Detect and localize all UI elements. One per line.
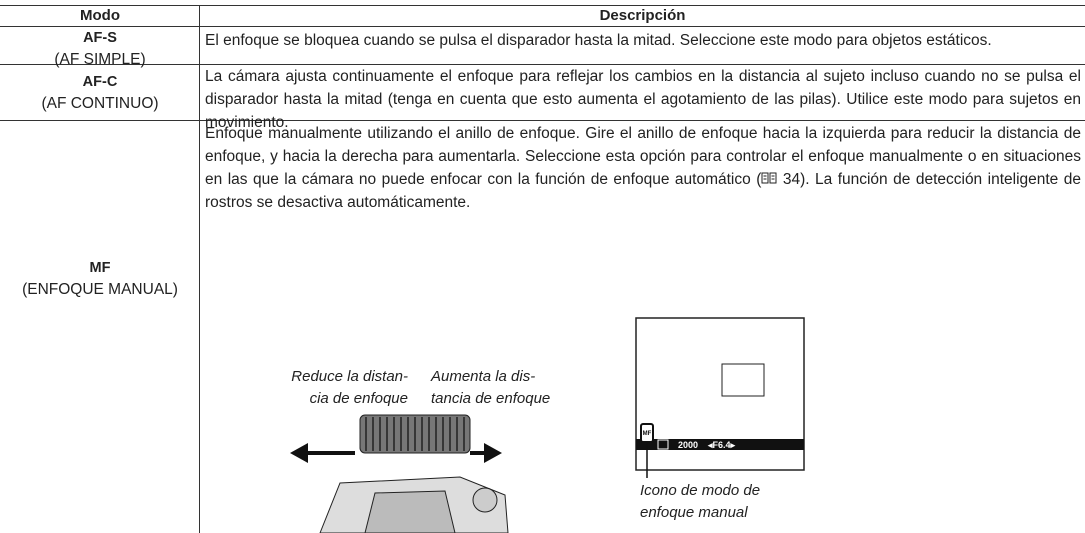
rule: [0, 120, 1085, 121]
page-reference: 34: [782, 171, 801, 188]
caption: Aumenta la dis-tancia de enfoque: [431, 366, 591, 410]
text: Enfoque manualmente utilizando el anillo…: [205, 125, 1081, 188]
caption-line: enfoque manual: [640, 504, 748, 521]
caption-line: tancia de enfoque: [431, 390, 551, 407]
camera-dial: [290, 414, 509, 533]
mode-code: MF: [89, 260, 111, 276]
shutter-speed: 2000: [678, 440, 698, 450]
text: ). La función de detección inteligente d…: [205, 171, 1081, 211]
book-icon: [761, 172, 777, 184]
header-description: Descripción: [599, 7, 686, 24]
mode-name: (ENFOQUE MANUAL): [22, 281, 178, 298]
caption-line: Icono de modo de: [640, 482, 761, 499]
lcd-illustration: 2000 ◂F6.4▸ MF: [635, 317, 805, 478]
caption: Icono de modo de enfoque manual: [640, 480, 760, 524]
mode-name: (AF SIMPLE): [54, 51, 146, 68]
description: La cámara ajusta continuamente el enfoqu…: [205, 68, 1081, 131]
description: Enfoque manualmente utilizando el anillo…: [205, 122, 1081, 214]
rule: [0, 5, 1085, 6]
caption: Reduce la distan-cia de enfoque: [258, 366, 408, 410]
header-mode: Modo: [80, 7, 120, 24]
mode-cell: MF (ENFOQUE MANUAL): [0, 257, 200, 301]
mf-icon: MF: [643, 431, 652, 437]
mode-name: (AF CONTINUO): [41, 95, 159, 112]
description: El enfoque se bloquea cuando se pulsa el…: [205, 32, 992, 49]
caption-line: cia de enfoque: [309, 390, 408, 407]
mode-code: AF-C: [82, 74, 118, 90]
rule: [0, 64, 1085, 65]
mode-cell: AF-S (AF SIMPLE): [0, 27, 200, 71]
caption-line: Reduce la distan-: [291, 368, 408, 385]
rule: [0, 26, 1085, 27]
mode-cell: AF-C (AF CONTINUO): [0, 71, 200, 115]
column-rule: [199, 5, 200, 533]
aperture: ◂F6.4▸: [707, 440, 736, 450]
mode-code: AF-S: [83, 30, 117, 46]
caption-line: Aumenta la dis-: [431, 368, 536, 385]
